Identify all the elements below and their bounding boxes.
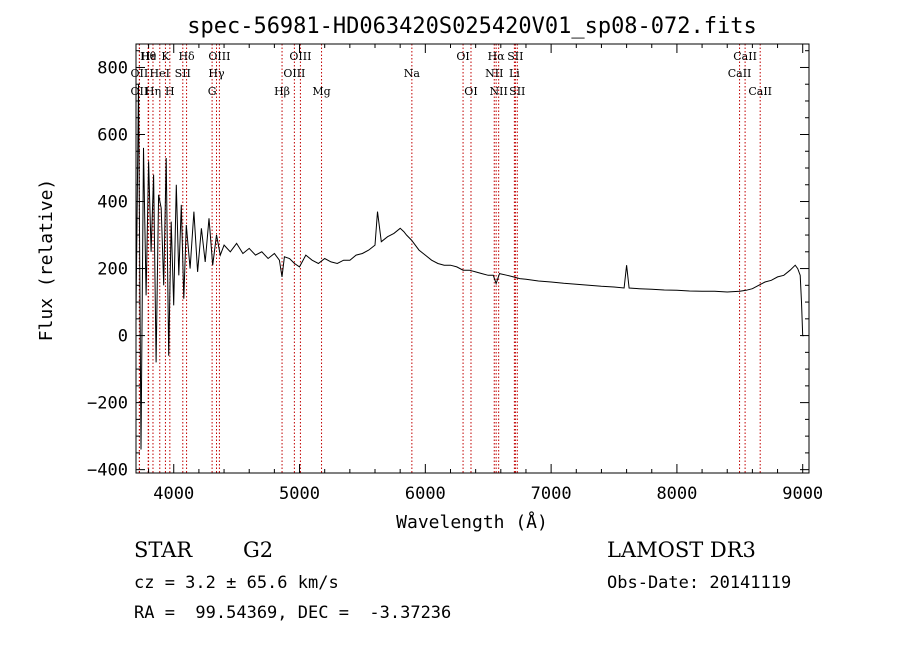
y-tick-label: 600 xyxy=(97,125,128,145)
line-label-24: NII xyxy=(490,85,508,98)
line-label-23: Li xyxy=(509,67,520,80)
line-label-3: Hθ xyxy=(140,50,157,63)
x-tick-label: 5000 xyxy=(279,484,320,504)
line-label-22: NII xyxy=(485,67,503,80)
line-label-28: CaII xyxy=(748,85,772,98)
object-class: STAR xyxy=(134,538,193,562)
line-label-6: K xyxy=(161,50,170,63)
x-tick-label: 9000 xyxy=(782,484,823,504)
y-axis-label: Flux (relative) xyxy=(36,179,57,342)
spectral-line-markers xyxy=(138,44,761,473)
line-label-27: CaII xyxy=(728,67,752,80)
coordinates-text: RA = 99.54369, DEC = -3.37236 xyxy=(134,603,452,623)
spectrum-series-flux xyxy=(135,84,804,450)
x-axis: 4000 5000 6000 7000 8000 9000 xyxy=(148,44,823,504)
redshift-text: cz = 3.2 ± 65.6 km/s xyxy=(134,573,339,593)
obs-date: Obs-Date: 20141119 xyxy=(607,573,792,593)
line-label-13: OIII xyxy=(289,50,311,63)
y-tick-label: 800 xyxy=(97,58,128,78)
y-tick-label: 200 xyxy=(97,260,128,280)
x-tick-label: 4000 xyxy=(153,484,194,504)
line-label-0: Hε xyxy=(141,50,157,63)
line-label-10: OIII xyxy=(208,50,230,63)
line-label-11: Hγ xyxy=(208,67,225,80)
line-label-17: Na xyxy=(404,67,421,80)
x-tick-label: 6000 xyxy=(405,484,446,504)
line-label-12: G xyxy=(208,85,217,98)
spectrum-chart: spec-56981-HD063420S025420V01_sp08-072.f… xyxy=(36,14,823,533)
line-label-5: Hη xyxy=(145,85,161,98)
x-axis-label: Wavelength (Å) xyxy=(396,511,548,533)
line-label-18: OI xyxy=(456,50,469,63)
x-tick-label: 7000 xyxy=(531,484,572,504)
line-label-9: Hδ xyxy=(178,50,195,63)
line-label-8: H xyxy=(165,85,175,98)
y-tick-label: 0 xyxy=(118,327,128,347)
line-label-26: CaII xyxy=(733,50,757,63)
line-label-21: SII xyxy=(507,50,523,63)
chart-title: spec-56981-HD063420S025420V01_sp08-072.f… xyxy=(187,14,757,39)
line-label-16: Mg xyxy=(312,85,330,98)
line-label-2: OII xyxy=(131,85,149,98)
x-tick-label: 8000 xyxy=(656,484,697,504)
line-label-14: OIII xyxy=(283,67,305,80)
subclass: G2 xyxy=(243,538,274,562)
survey-name: LAMOST DR3 xyxy=(607,538,756,562)
line-label-4: HeI xyxy=(150,67,170,80)
line-label-25: SII xyxy=(509,85,525,98)
y-tick-label: −200 xyxy=(87,394,128,414)
plot-frame xyxy=(135,43,810,474)
y-tick-label: 400 xyxy=(97,193,128,213)
line-label-7: SII xyxy=(175,67,191,80)
line-label-15: Hβ xyxy=(274,85,290,98)
y-tick-label: −400 xyxy=(87,461,128,481)
line-label-19: OI xyxy=(464,85,477,98)
line-label-20: Hα xyxy=(488,50,506,63)
y-axis: −400 −200 0 200 400 600 800 xyxy=(87,50,809,481)
line-label-1: OII xyxy=(131,67,149,80)
